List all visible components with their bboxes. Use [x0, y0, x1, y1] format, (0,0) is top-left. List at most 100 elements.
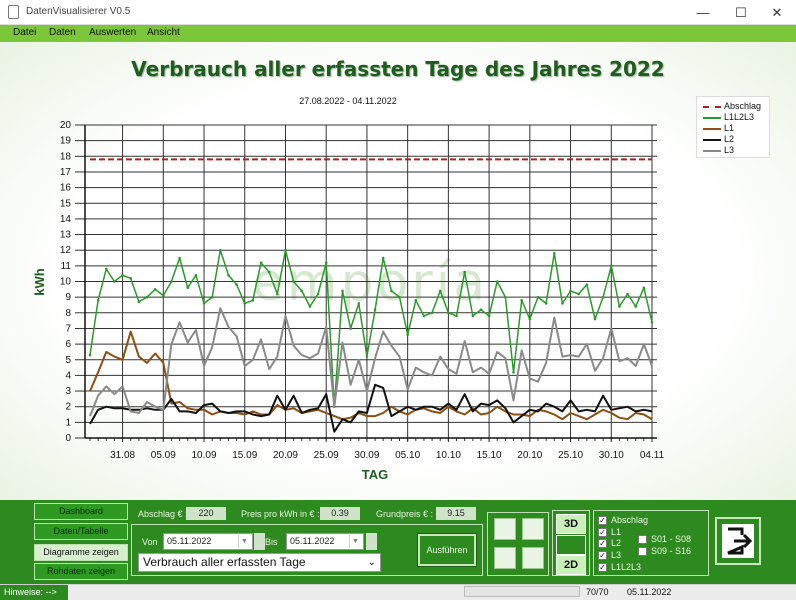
- calendar-dropdown-icon: ▼: [349, 535, 361, 548]
- menu-auswerten[interactable]: Auswerten: [89, 27, 137, 38]
- bar-chart-icon[interactable]: [494, 518, 516, 540]
- calendar-dropdown-icon: ▼: [238, 535, 250, 548]
- to-spin[interactable]: [366, 533, 377, 550]
- y-tick-label: 1: [65, 417, 71, 428]
- app-icon: [8, 5, 19, 19]
- data-point-l1l2l3: [552, 252, 556, 255]
- status-date: 05.11.2022: [627, 587, 672, 597]
- data-point-l1l2l3: [528, 317, 532, 321]
- data-point-l1l2l3: [414, 298, 418, 302]
- data-point-l1l2l3: [243, 302, 247, 305]
- checkbox-l1[interactable]: ✓ L1: [598, 527, 622, 538]
- data-point-l1l2l3: [357, 302, 361, 305]
- menu-ansicht[interactable]: Ansicht: [147, 27, 180, 38]
- 2d-button[interactable]: 2D: [556, 555, 586, 575]
- exit-button[interactable]: [715, 517, 761, 565]
- checkbox-l2[interactable]: ✓ L2: [598, 538, 622, 549]
- data-point-l1l2l3: [96, 298, 100, 302]
- execute-button[interactable]: Ausführen: [417, 533, 477, 567]
- blank-mode-button[interactable]: [556, 535, 586, 555]
- series-line-l2: [89, 383, 653, 433]
- line-chart-icon[interactable]: [494, 547, 516, 569]
- title-bar: DatenVisualisierer V0.5 — ☐ ✕: [0, 0, 796, 25]
- window-title: DatenVisualisierer V0.5: [26, 6, 131, 17]
- series-line-l1l2l3: [89, 249, 653, 408]
- close-button[interactable]: ✕: [771, 5, 783, 20]
- x-tick-label: 25.09: [314, 450, 339, 461]
- y-tick-label: 15: [60, 198, 72, 209]
- chart-title: Verbrauch aller erfassten Tage des Jahre…: [131, 57, 665, 81]
- data-point-l1l2l3: [259, 261, 263, 265]
- data-point-l1l2l3: [186, 286, 190, 290]
- data-point-l1l2l3: [471, 314, 475, 318]
- menu-datei[interactable]: Datei: [13, 27, 37, 38]
- x-tick-label: 20.10: [517, 450, 542, 461]
- table-button[interactable]: Daten/Tabelle: [34, 523, 128, 540]
- checkbox-abschlag[interactable]: ✓ Abschlag: [598, 515, 649, 526]
- data-point-l1l2l3: [601, 295, 605, 299]
- data-point-l1l2l3: [438, 289, 442, 293]
- y-tick-label: 12: [60, 245, 72, 256]
- data-point-l1l2l3: [88, 353, 92, 357]
- x-tick-label: 20.09: [273, 450, 298, 461]
- x-tick-label: 15.10: [477, 450, 502, 461]
- area-chart-icon[interactable]: [522, 547, 544, 569]
- y-tick-label: 18: [60, 151, 72, 162]
- y-tick-label: 8: [65, 308, 71, 319]
- y-tick-label: 4: [65, 370, 71, 381]
- data-point-l1l2l3: [292, 280, 295, 283]
- chart-type-group: [487, 512, 549, 576]
- y-tick-label: 3: [65, 386, 71, 397]
- data-point-l1l2l3: [316, 292, 320, 296]
- from-spin[interactable]: [254, 533, 265, 550]
- from-date-picker[interactable]: 05.11.2022 ▼: [163, 533, 253, 550]
- checkbox-s01-s08[interactable]: S01 - S08: [638, 534, 691, 545]
- minimize-button[interactable]: —: [696, 5, 710, 20]
- x-tick-label: 31.08: [110, 450, 135, 461]
- maximize-button[interactable]: ☐: [735, 5, 747, 20]
- data-point-l1l2l3: [267, 270, 271, 274]
- checkbox-l1l2l3[interactable]: ✓ L1L2L3: [598, 562, 642, 573]
- y-tick-label: 16: [60, 183, 72, 194]
- data-point-l1l2l3: [210, 295, 214, 299]
- series-checkbox-group: [593, 510, 709, 576]
- checkbox-l3[interactable]: ✓ L3: [598, 550, 622, 561]
- data-point-l1l2l3: [178, 256, 181, 260]
- data-point-l1l2l3: [365, 355, 369, 358]
- data-point-l1l2l3: [227, 273, 230, 277]
- data-point-l1l2l3: [349, 327, 352, 330]
- dashboard-button[interactable]: Dashboard: [34, 503, 128, 520]
- series-line-l3: [89, 307, 653, 417]
- x-tick-label: 25.10: [558, 450, 583, 461]
- raw-data-button[interactable]: Rohdaten zeigen: [34, 563, 128, 580]
- checkbox-s09-s16[interactable]: S09 - S16: [638, 546, 691, 557]
- data-point-l1l2l3: [650, 320, 654, 324]
- watermark: emporía: [252, 253, 488, 313]
- y-axis-label: kWh: [32, 268, 47, 296]
- data-point-l1l2l3: [520, 298, 523, 302]
- abschlag-label: Abschlag € :: [138, 509, 188, 519]
- y-tick-label: 20: [60, 120, 72, 131]
- y-tick-label: 6: [65, 339, 71, 350]
- to-date-picker[interactable]: 05.11.2022 ▼: [286, 533, 364, 550]
- evaluation-dropdown[interactable]: Verbrauch aller erfassten Tage ⌄: [138, 553, 381, 572]
- data-point-l1l2l3: [194, 273, 198, 277]
- data-point-l1l2l3: [609, 264, 613, 268]
- data-point-l1l2l3: [276, 292, 279, 296]
- data-point-l1l2l3: [137, 300, 141, 304]
- hbar-chart-icon[interactable]: [522, 518, 544, 540]
- data-point-l1l2l3: [593, 317, 597, 321]
- record-count: 70/70: [586, 587, 609, 597]
- data-point-l1l2l3: [284, 248, 287, 252]
- y-tick-label: 5: [65, 355, 71, 366]
- charts-button[interactable]: Diagramme zeigen: [34, 544, 128, 561]
- base-price-value: 9.15: [436, 507, 476, 520]
- from-label: Von: [142, 537, 158, 547]
- menu-daten[interactable]: Daten: [49, 27, 76, 38]
- data-point-l1l2l3: [422, 314, 426, 318]
- dimension-group: [552, 510, 590, 576]
- data-point-l1l2l3: [495, 280, 499, 283]
- base-price-label: Grundpreis € :: [376, 509, 434, 519]
- legend-item-abschlag: Abschlag: [703, 101, 761, 111]
- 3d-button[interactable]: 3D: [556, 514, 586, 534]
